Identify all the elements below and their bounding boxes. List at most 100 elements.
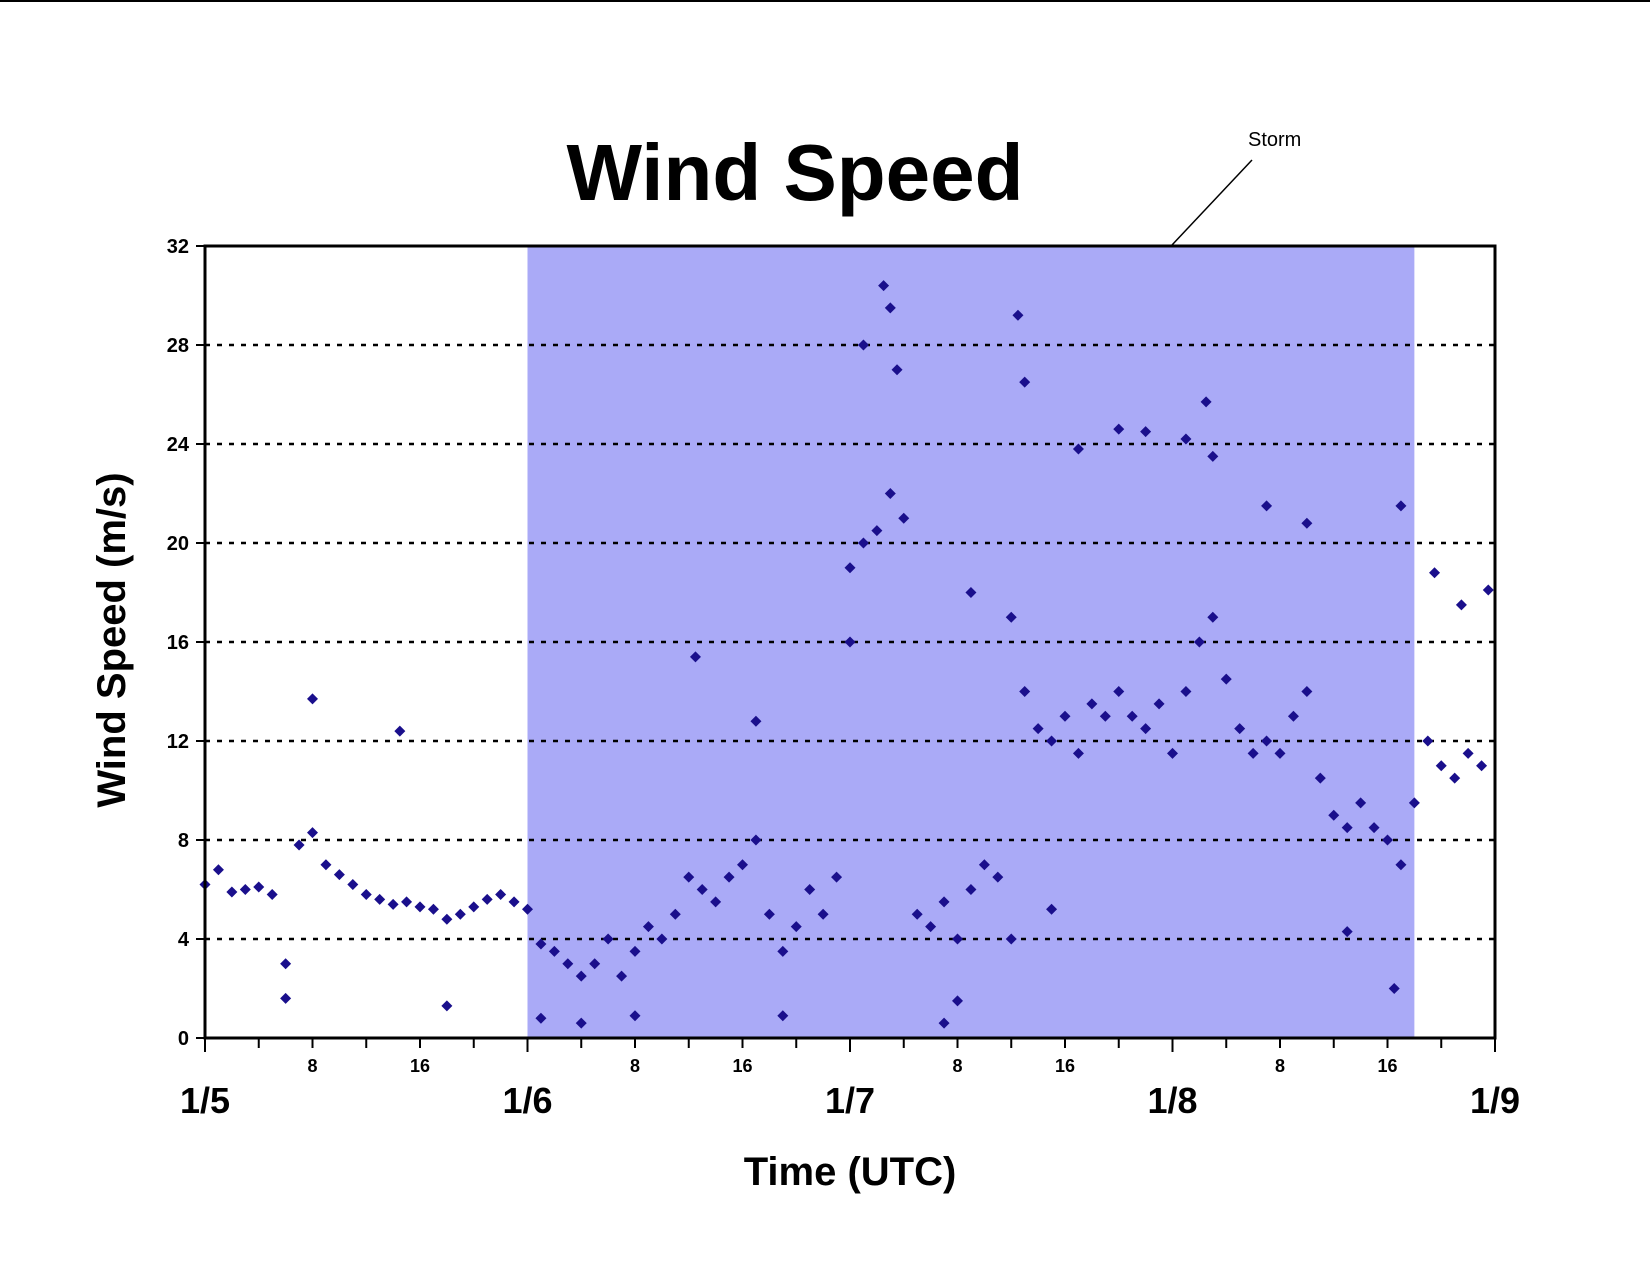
data-point [1220,673,1232,685]
data-point [1046,903,1058,915]
chart-title: Wind Speed [566,128,1023,217]
x-minor-tick-label: 16 [410,1056,430,1076]
data-point [360,888,372,900]
data-point [1301,686,1313,697]
data-point [844,636,856,648]
data-point [401,896,413,908]
data-point [226,886,238,898]
data-point [1059,710,1071,722]
data-point [374,893,386,905]
data-point [1032,723,1044,735]
x-major-tick-label: 1/8 [1147,1080,1197,1121]
data-point [1395,859,1407,871]
data-point [548,945,560,957]
data-point [1449,772,1461,784]
data-point [1200,396,1212,408]
data-point [535,1012,547,1024]
data-point [965,587,977,598]
data-point [1274,747,1286,759]
data-point [495,888,507,900]
x-axis-label: Time (UTC) [744,1150,957,1194]
data-point [280,958,292,970]
data-point [1388,983,1400,994]
data-point [683,871,695,883]
data-point [1005,611,1017,623]
data-point [239,884,251,895]
x-major-tick-label: 1/5 [180,1080,230,1121]
y-tick-label: 0 [178,1028,189,1050]
x-minor-tick-label: 16 [732,1056,752,1076]
data-point [1368,822,1380,834]
data-point [1113,686,1125,697]
data-point [1207,611,1219,623]
y-tick-label: 24 [167,434,190,456]
data-point [891,364,903,376]
data-point [347,879,359,891]
data-point [750,715,762,727]
x-minor-tick-label: 8 [307,1056,317,1076]
y-tick-label: 20 [167,533,189,555]
top-rule [0,0,1650,2]
data-point [522,903,533,915]
x-major-tick-label: 1/9 [1470,1080,1520,1121]
data-point [1301,517,1313,529]
data-point [1072,747,1084,759]
data-point [1455,599,1467,611]
data-point [562,958,574,970]
data-point [938,896,950,908]
data-point [642,921,654,933]
data-point [1012,309,1024,321]
data-point [857,537,869,549]
x-minor-tick-label: 8 [630,1056,640,1076]
x-major-tick-label: 1/7 [825,1080,875,1121]
data-point [1476,760,1488,772]
data-point [696,884,708,895]
data-point [1153,698,1165,710]
data-point [1462,747,1474,759]
data-point [1167,747,1178,759]
y-tick-label: 28 [167,335,189,357]
data-point [468,901,480,913]
data-point [763,908,775,920]
data-point [441,913,453,925]
data-point [737,859,748,871]
data-point [293,839,305,851]
data-point [1328,809,1340,821]
data-point [656,933,668,945]
data-point [333,869,345,881]
data-point [1429,567,1441,579]
data-point [790,921,802,933]
y-tick-label: 8 [178,830,189,852]
data-point [1482,584,1494,596]
y-tick-label: 12 [167,731,189,753]
data-point [307,827,318,839]
data-point [925,921,937,933]
data-point [535,938,547,950]
data-point [414,901,426,913]
x-minor-tick-label: 16 [1055,1056,1075,1076]
data-point [965,884,977,895]
data-points [199,280,1494,1029]
data-point [1180,686,1192,697]
data-point [750,834,762,846]
data-point [1113,423,1125,435]
data-point [387,898,399,910]
data-point [253,881,265,893]
data-point [1341,822,1353,834]
x-minor-tick-label: 16 [1377,1056,1397,1076]
data-point [898,512,910,524]
data-point [427,903,439,915]
y-tick-label: 16 [167,632,189,654]
data-point [1261,735,1273,747]
x-major-tick-label: 1/6 [502,1080,552,1121]
data-point [1314,772,1326,784]
x-minor-tick-label: 8 [952,1056,962,1076]
data-point [1341,926,1353,938]
data-point [878,280,890,292]
data-point [992,871,1004,883]
data-point [1072,443,1084,455]
data-point [817,908,829,920]
data-point [1140,426,1152,438]
data-point [1408,797,1420,809]
